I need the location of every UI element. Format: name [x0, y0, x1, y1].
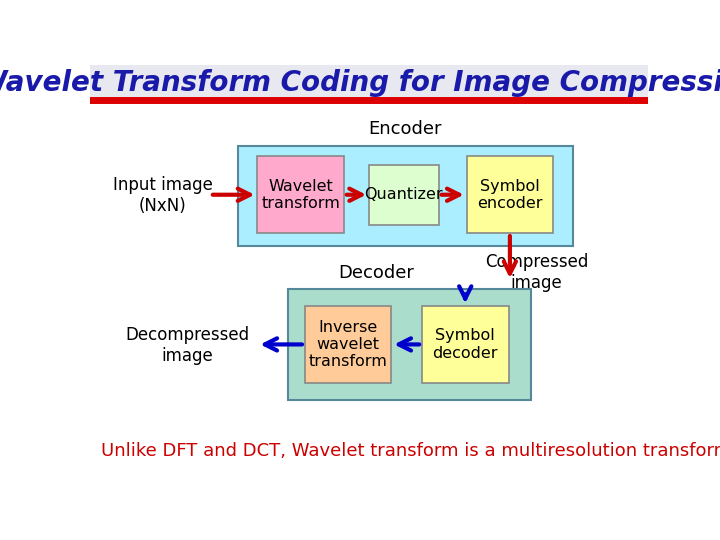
FancyBboxPatch shape — [238, 146, 572, 246]
Text: Wavelet Transform Coding for Image Compression: Wavelet Transform Coding for Image Compr… — [0, 69, 720, 97]
FancyBboxPatch shape — [422, 306, 508, 383]
Text: Input image
(NxN): Input image (NxN) — [112, 177, 212, 215]
FancyBboxPatch shape — [305, 306, 392, 383]
FancyBboxPatch shape — [369, 165, 438, 225]
FancyBboxPatch shape — [258, 156, 344, 233]
Text: Symbol
decoder: Symbol decoder — [433, 328, 498, 361]
Bar — [90, 65, 648, 100]
Text: Symbol
encoder: Symbol encoder — [477, 179, 543, 211]
Text: Inverse
wavelet
transform: Inverse wavelet transform — [309, 320, 387, 369]
Text: Encoder: Encoder — [369, 120, 442, 138]
Text: Unlike DFT and DCT, Wavelet transform is a multiresolution transform.: Unlike DFT and DCT, Wavelet transform is… — [101, 442, 720, 461]
Text: Decompressed
image: Decompressed image — [125, 326, 250, 365]
Text: Quantizer: Quantizer — [364, 187, 444, 202]
Text: Compressed
image: Compressed image — [485, 253, 588, 292]
Text: Wavelet
transform: Wavelet transform — [261, 179, 340, 211]
FancyBboxPatch shape — [288, 289, 531, 400]
Text: Decoder: Decoder — [338, 264, 414, 282]
FancyBboxPatch shape — [467, 156, 553, 233]
